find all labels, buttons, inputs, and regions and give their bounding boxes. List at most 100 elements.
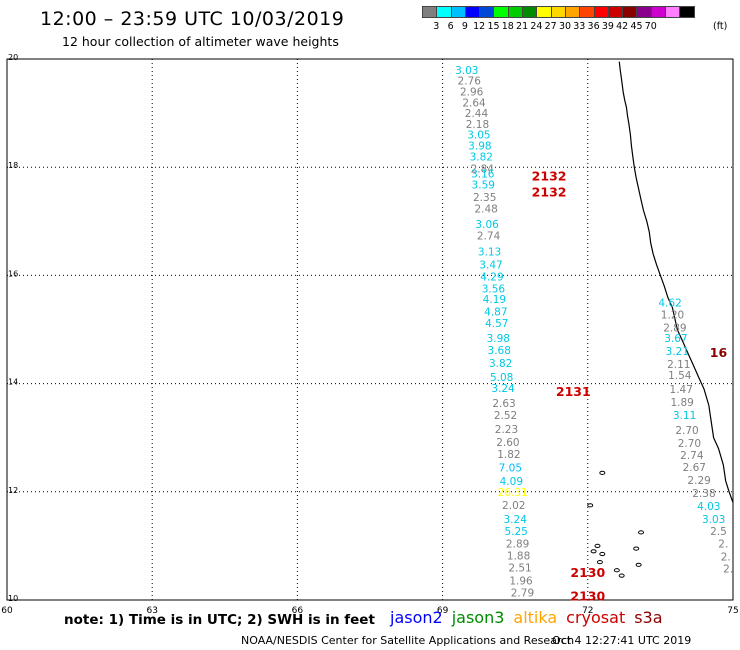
island bbox=[618, 573, 625, 578]
wave-height-label: 2.70 bbox=[678, 438, 701, 450]
color-scale-swatch bbox=[679, 6, 695, 18]
island bbox=[599, 470, 606, 475]
wave-height-label: 1.47 bbox=[670, 384, 693, 396]
wave-height-label: 3.24 bbox=[504, 514, 528, 526]
wave-height-label: 3.05 bbox=[467, 130, 490, 142]
lat-tick-label: 18 bbox=[8, 161, 18, 170]
color-scale-label: 6 bbox=[447, 21, 454, 32]
pass-number-label: 2130 bbox=[570, 589, 605, 604]
map-title: 12:00 – 23:59 UTC 10/03/2019 bbox=[40, 8, 345, 30]
wave-height-label: 4.19 bbox=[483, 294, 506, 306]
lat-tick-label: 12 bbox=[8, 486, 18, 495]
coastline bbox=[618, 61, 734, 503]
wave-height-label: 1.88 bbox=[507, 551, 530, 563]
color-scale-label: 42 bbox=[616, 21, 629, 32]
island bbox=[613, 568, 620, 573]
color-scale-label: 12 bbox=[473, 21, 486, 32]
pass-number-label: 2132 bbox=[532, 185, 567, 200]
map-subtitle: 12 hour collection of altimeter wave hei… bbox=[62, 34, 339, 49]
color-scale-label: 9 bbox=[461, 21, 468, 32]
wave-height-label: 3.03 bbox=[455, 65, 478, 77]
wave-height-label: 2.5 bbox=[710, 526, 727, 538]
wave-height-label: 2.74 bbox=[680, 450, 704, 462]
color-scale-label: 21 bbox=[516, 21, 529, 32]
lon-tick-label: 66 bbox=[292, 606, 304, 616]
wave-height-label: 2.64 bbox=[462, 97, 486, 109]
wave-height-label: 4.03 bbox=[697, 501, 720, 513]
wave-height-label: 2.79 bbox=[511, 587, 534, 599]
wave-height-label: 2.67 bbox=[683, 462, 706, 474]
wave-height-label: 2.29 bbox=[687, 475, 710, 487]
color-scale-unit: (ft) bbox=[713, 21, 728, 32]
wave-height-label: 2.38 bbox=[692, 488, 715, 500]
wave-height-label: 2.44 bbox=[465, 108, 489, 120]
color-scale-label: 15 bbox=[487, 21, 500, 32]
lon-tick-label: 72 bbox=[582, 606, 593, 616]
wave-height-label: 2. bbox=[721, 552, 731, 564]
wave-height-label: 2.52 bbox=[494, 410, 517, 422]
color-scale-label: 70 bbox=[644, 21, 657, 32]
wave-height-label: 1.96 bbox=[509, 576, 533, 588]
wave-height-label: 4.62 bbox=[658, 297, 681, 309]
island bbox=[590, 549, 597, 554]
wave-height-label: 2. bbox=[718, 539, 728, 551]
color-scale-label: 36 bbox=[587, 21, 600, 32]
wave-height-label: 4.87 bbox=[484, 307, 507, 319]
wave-height-label: 3.11 bbox=[673, 410, 696, 422]
color-scale-label: 30 bbox=[558, 21, 572, 32]
lat-tick-label: 14 bbox=[8, 378, 18, 387]
wave-height-label: 3.98 bbox=[468, 141, 491, 153]
wave-height-label: 1.54 bbox=[668, 370, 692, 382]
wave-height-label: 3.24 bbox=[491, 383, 515, 395]
wave-height-label: 3.03 bbox=[702, 514, 725, 526]
wave-height-label: 3.82 bbox=[470, 151, 493, 163]
lat-tick-label: 16 bbox=[8, 269, 18, 278]
wave-height-label: 2.84 bbox=[471, 163, 495, 175]
wave-height-label: 1.89 bbox=[670, 397, 693, 409]
wave-height-label: 3.16 bbox=[471, 169, 495, 181]
wave-height-label: 3.82 bbox=[489, 358, 512, 370]
island bbox=[599, 551, 606, 557]
color-scale-label: 45 bbox=[630, 21, 643, 32]
island bbox=[587, 503, 594, 508]
wave-height-label: 2.96 bbox=[460, 86, 484, 98]
color-scale-label: 3 bbox=[433, 21, 440, 32]
wave-height-label: 2.35 bbox=[473, 192, 496, 204]
wave-height-label: 2.70 bbox=[675, 425, 698, 437]
satellite-legend-item: jason3 bbox=[451, 608, 505, 627]
wave-height-label: 2.51 bbox=[508, 563, 531, 575]
wave-height-label: 5.08 bbox=[490, 372, 513, 384]
color-scale-labels: 3 6 9 12 15 18 21 24 27 30 33 36 39 42 45 70 bbox=[422, 21, 740, 33]
wave-height-label: 2.76 bbox=[458, 76, 482, 88]
wave-height-label: 3.98 bbox=[487, 333, 510, 345]
island bbox=[635, 562, 642, 567]
color-scale-label: 39 bbox=[601, 21, 614, 32]
pass-number-label: 2132 bbox=[532, 168, 567, 183]
island bbox=[633, 546, 640, 551]
wave-height-label: 7.05 bbox=[499, 462, 522, 474]
wave-height-label: 2.89 bbox=[663, 322, 686, 334]
color-scale-label: 18 bbox=[501, 21, 514, 32]
wave-height-label: 2.89 bbox=[506, 539, 529, 551]
island bbox=[594, 543, 601, 549]
pass-number-label: 16 bbox=[710, 345, 728, 360]
wave-height-label: 4.29 bbox=[480, 271, 503, 283]
island bbox=[638, 530, 645, 535]
wave-height-label: 2.02 bbox=[502, 500, 525, 512]
wave-height-label: 3.67 bbox=[664, 333, 687, 345]
satellite-legend: jason2 jason3 altika cryosat s3a bbox=[390, 608, 672, 627]
footer-credit: NOAA/NESDIS Center for Satellite Applica… bbox=[241, 634, 575, 647]
color-scale-label: 27 bbox=[544, 21, 557, 32]
lon-tick-label: 75 bbox=[727, 606, 738, 616]
pass-number-label: 2131 bbox=[556, 384, 591, 399]
satellite-legend-item: s3a bbox=[634, 608, 663, 627]
wave-height-label: 3.56 bbox=[482, 283, 506, 295]
footer-timestamp: Oct 4 12:27:41 UTC 2019 bbox=[552, 634, 692, 647]
wave-height-label: 2.63 bbox=[492, 398, 515, 410]
wave-height-label: 4.57 bbox=[485, 318, 508, 330]
color-scale-label: 33 bbox=[573, 21, 586, 32]
wave-height-label: 5.25 bbox=[504, 526, 527, 538]
wave-height-label: 1.20 bbox=[661, 309, 684, 321]
wave-height-label: 26.31 bbox=[498, 487, 528, 499]
